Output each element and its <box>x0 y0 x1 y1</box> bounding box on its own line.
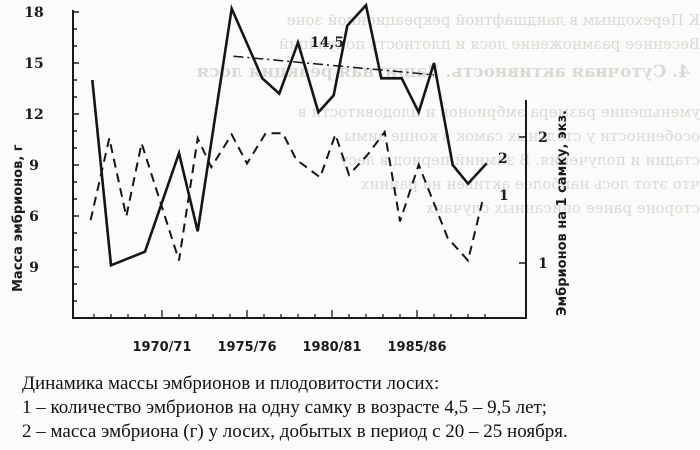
series-1-marker: 1 <box>499 188 509 204</box>
x-tick-labels: 1970/71 1975/76 1980/81 1985/86 <box>132 340 446 355</box>
figure-caption: Динамика массы эмбрионов и плодовитости … <box>22 372 568 444</box>
y-tick-label: 18 <box>24 5 43 21</box>
right-y-tick-label: 2 <box>538 130 548 146</box>
right-axis-title: Эмбрионов на 1 самку, экз. <box>555 110 570 316</box>
y-tick-label: 9 <box>29 260 39 276</box>
x-tick-label: 1975/76 <box>217 340 276 355</box>
trend-value-label: 14,5 <box>310 35 344 51</box>
series-2-marker: 2 <box>498 151 508 167</box>
caption-line-1: 1 – количество эмбрионов на одну самку в… <box>22 397 548 418</box>
right-y-tick-label: 1 <box>538 256 548 272</box>
series-2-embryo-mass-line <box>91 2 488 268</box>
series-1-embryos-per-female-line <box>89 129 485 263</box>
trend-line <box>233 55 435 76</box>
right-y-tick-labels: 21 <box>538 130 548 272</box>
caption-line-2: 2 – масса эмбриона (г) у лосих, добытых … <box>22 421 568 442</box>
left-y-ticks <box>73 11 79 302</box>
y-tick-label: 9 <box>29 158 39 174</box>
left-y-tick-labels: 18 15 12 9 6 9 <box>24 5 43 276</box>
y-tick-label: 15 <box>24 56 43 72</box>
x-tick-label: 1980/81 <box>302 340 361 355</box>
x-tick-label: 1985/86 <box>387 340 446 355</box>
right-y-ticks <box>519 136 526 264</box>
x-ticks <box>93 310 486 318</box>
y-tick-label: 6 <box>29 209 39 225</box>
axes <box>72 10 527 319</box>
y-tick-label: 12 <box>24 107 43 123</box>
caption-title: Динамика массы эмбрионов и плодовитости … <box>22 373 440 394</box>
left-axis-title: Масса эмбрионов, г <box>11 144 26 292</box>
x-tick-label: 1970/71 <box>132 340 191 355</box>
